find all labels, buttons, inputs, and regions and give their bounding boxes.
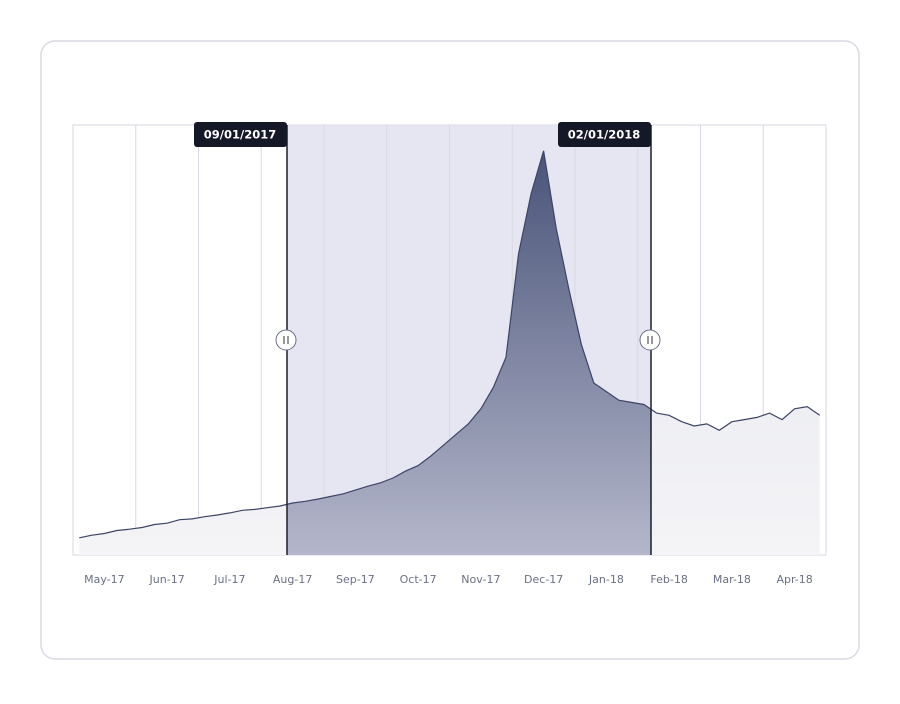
handle[interactable] — [275, 329, 297, 351]
start-badge — [194, 122, 287, 147]
x-tick-label: Mar-18 — [713, 573, 751, 586]
x-tick-label: Jan-18 — [588, 573, 624, 586]
end-badge — [558, 122, 651, 147]
x-tick-label: Feb-18 — [650, 573, 687, 586]
x-tick-label: Jul-17 — [213, 573, 245, 586]
start-date: 09/01/2017 — [204, 128, 276, 142]
end-handle[interactable] — [639, 329, 661, 351]
selected-area — [287, 150, 651, 555]
x-tick-label: Oct-17 — [400, 573, 437, 586]
line — [79, 150, 821, 539]
x-tick-label: Sep-17 — [336, 573, 375, 586]
x-tick-label: Jun-17 — [149, 573, 185, 586]
x-tick-label: May-17 — [84, 573, 125, 586]
x-tick-label: Apr-18 — [776, 573, 812, 586]
start-handle[interactable] — [275, 329, 297, 351]
end-date: 02/01/2018 — [568, 128, 640, 142]
handle[interactable] — [639, 329, 661, 351]
x-tick-label: Aug-17 — [273, 573, 312, 586]
x-tick-label: Dec-17 — [524, 573, 563, 586]
x-tick-label: Nov-17 — [461, 573, 500, 586]
